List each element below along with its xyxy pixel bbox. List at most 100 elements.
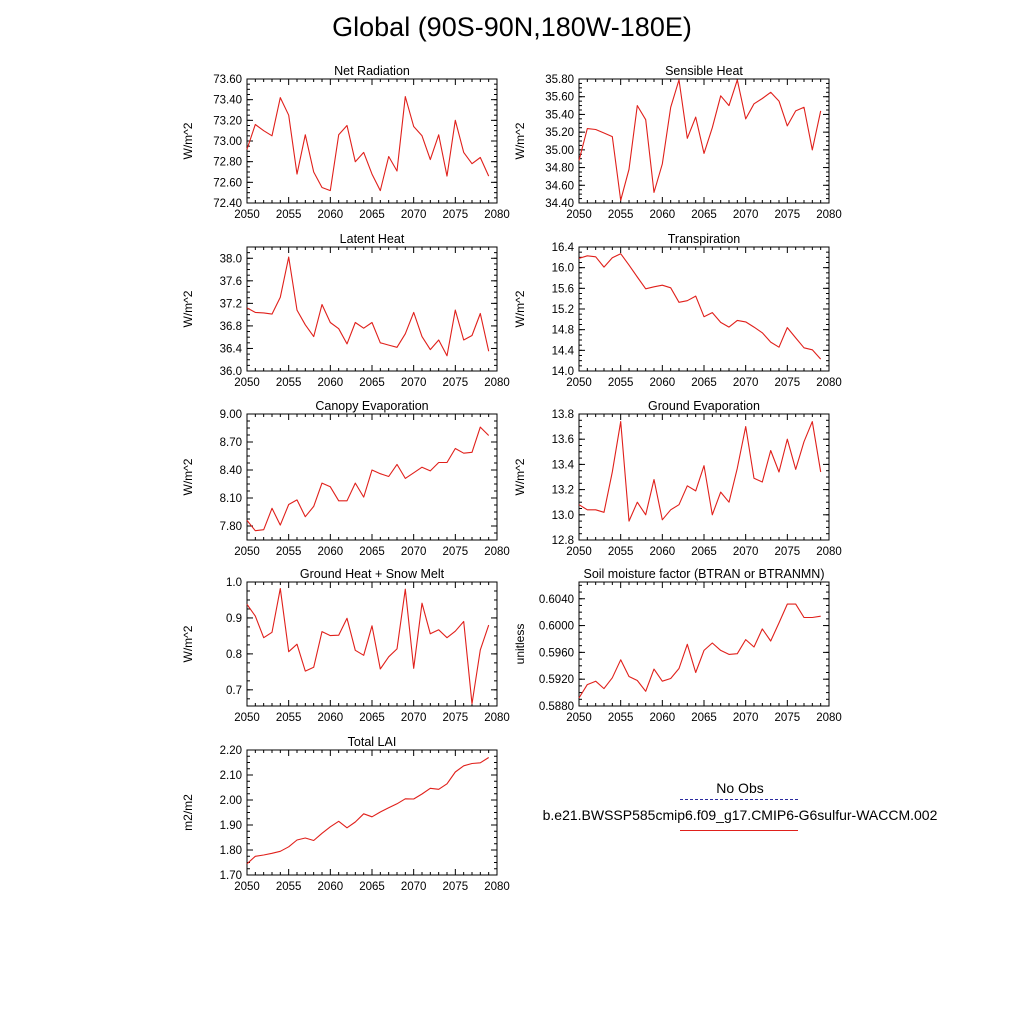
panel-title: Sensible Heat <box>665 64 743 78</box>
y-tick-label: 36.0 <box>220 366 242 378</box>
x-tick-label: 2075 <box>775 546 801 558</box>
x-tick-label: 2055 <box>608 209 634 221</box>
y-tick-label: 1.0 <box>226 577 242 589</box>
series-line <box>246 256 490 357</box>
y-tick-label: 73.20 <box>213 115 242 127</box>
y-tick-label: 7.80 <box>220 521 242 533</box>
x-tick-label: 2075 <box>775 377 801 389</box>
y-tick-label: 38.0 <box>220 253 242 265</box>
x-tick-label: 2080 <box>484 712 510 724</box>
y-axis-label: W/m^2 <box>513 122 527 159</box>
figure-title: Global (90S-90N,180W-180E) <box>332 12 692 42</box>
y-tick-label: 8.10 <box>220 493 242 505</box>
x-tick-label: 2070 <box>401 377 427 389</box>
x-tick-label: 2080 <box>484 209 510 221</box>
x-tick-label: 2060 <box>650 546 676 558</box>
panel-title: Ground Evaporation <box>648 399 760 413</box>
x-tick-label: 2070 <box>733 377 759 389</box>
y-tick-label: 2.20 <box>220 745 242 757</box>
x-tick-label: 2075 <box>443 209 469 221</box>
x-tick-label: 2065 <box>359 881 385 893</box>
x-tick-label: 2055 <box>276 712 302 724</box>
x-tick-label: 2075 <box>443 377 469 389</box>
x-tick-label: 2075 <box>775 712 801 724</box>
plot-frame <box>246 246 498 372</box>
x-tick-label: 2060 <box>318 881 344 893</box>
x-tick-label: 2060 <box>650 209 676 221</box>
y-tick-label: 13.6 <box>552 434 574 446</box>
x-tick-label: 2050 <box>566 546 592 558</box>
panel-title: Canopy Evaporation <box>315 399 428 413</box>
y-axis-label: W/m^2 <box>181 122 195 159</box>
x-tick-label: 2075 <box>443 712 469 724</box>
x-tick-label: 2055 <box>276 377 302 389</box>
y-tick-label: 0.8 <box>226 649 242 661</box>
x-tick-label: 2050 <box>566 712 592 724</box>
y-tick-label: 34.60 <box>545 180 574 192</box>
x-tick-label: 2080 <box>816 546 842 558</box>
y-axis-label: W/m^2 <box>181 625 195 662</box>
y-tick-label: 0.6000 <box>539 621 574 633</box>
x-tick-label: 2050 <box>234 546 260 558</box>
x-tick-label: 2080 <box>484 881 510 893</box>
x-tick-label: 2070 <box>401 712 427 724</box>
x-tick-label: 2070 <box>733 209 759 221</box>
x-tick-label: 2050 <box>566 209 592 221</box>
y-tick-label: 8.40 <box>220 465 242 477</box>
y-tick-label: 13.8 <box>552 409 574 421</box>
y-axis-label: W/m^2 <box>513 458 527 495</box>
x-tick-label: 2080 <box>484 546 510 558</box>
y-tick-label: 37.6 <box>220 276 242 288</box>
x-tick-label: 2070 <box>733 546 759 558</box>
x-tick-label: 2060 <box>318 377 344 389</box>
y-tick-label: 35.20 <box>545 127 574 139</box>
chart-panel-1: Net Radiation 2050 2055 2060 2065 2070 2075 208… <box>181 64 510 221</box>
x-tick-label: 2060 <box>650 377 676 389</box>
y-tick-label: 72.40 <box>213 198 242 210</box>
y-tick-label: 34.80 <box>545 163 574 175</box>
y-tick-label: 0.5960 <box>539 647 574 659</box>
x-tick-label: 2070 <box>401 546 427 558</box>
series-line <box>246 426 490 532</box>
y-tick-label: 13.4 <box>552 459 575 471</box>
y-tick-label: 0.5920 <box>539 674 574 686</box>
y-tick-label: 35.00 <box>545 145 574 157</box>
plot-frame <box>246 581 498 707</box>
x-tick-label: 2055 <box>608 377 634 389</box>
y-tick-label: 35.80 <box>545 74 574 86</box>
y-tick-label: 0.9 <box>226 613 242 625</box>
y-tick-label: 1.70 <box>220 870 242 882</box>
y-tick-label: 73.00 <box>213 136 242 148</box>
panel-title: Ground Heat + Snow Melt <box>300 567 445 581</box>
legend-no-obs-line <box>680 799 798 800</box>
x-tick-label: 2050 <box>234 209 260 221</box>
y-tick-label: 13.0 <box>552 510 574 522</box>
series-line <box>246 96 490 192</box>
y-axis-label: unitless <box>513 624 527 665</box>
x-tick-label: 2055 <box>608 546 634 558</box>
panel-title: Total LAI <box>348 735 397 749</box>
x-tick-label: 2065 <box>359 546 385 558</box>
x-tick-label: 2060 <box>318 712 344 724</box>
x-tick-label: 2075 <box>443 881 469 893</box>
x-tick-label: 2075 <box>443 546 469 558</box>
chart-panel-2: Sensible Heat 2050 2055 2060 2065 2070 2075 208… <box>513 64 842 221</box>
x-tick-label: 2070 <box>401 209 427 221</box>
y-tick-label: 72.80 <box>213 157 242 169</box>
series-line <box>246 587 490 705</box>
chart-panel-7: Ground Heat + Snow Melt 2050 2055 2060 2065 2… <box>181 567 510 724</box>
chart-panel-4: Transpiration 2050 2055 2060 2065 2070 2075 208… <box>513 232 842 389</box>
x-tick-label: 2055 <box>276 209 302 221</box>
y-tick-label: 73.60 <box>213 74 242 86</box>
plot-frame <box>578 581 830 707</box>
y-tick-label: 0.5880 <box>539 701 574 713</box>
panel-title: Latent Heat <box>340 232 405 246</box>
y-tick-label: 34.40 <box>545 198 574 210</box>
panel-title: Net Radiation <box>334 64 410 78</box>
y-tick-label: 15.6 <box>552 283 574 295</box>
y-tick-label: 14.8 <box>552 325 574 337</box>
x-tick-label: 2075 <box>775 209 801 221</box>
x-tick-label: 2065 <box>691 712 717 724</box>
series-line <box>578 79 822 201</box>
